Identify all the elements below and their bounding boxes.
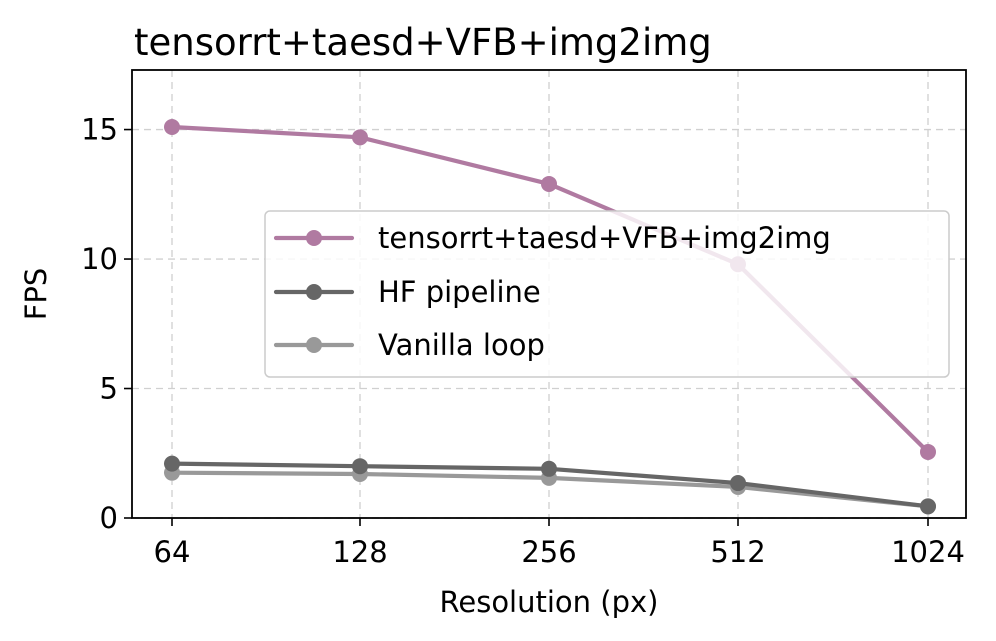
series-point: [920, 498, 936, 515]
x-tick-label: 512: [710, 535, 765, 569]
series-point: [920, 443, 936, 460]
series-point: [541, 460, 557, 477]
y-tick-label: 5: [100, 372, 118, 406]
legend-label: Vanilla loop: [378, 328, 545, 362]
x-tick-label: 256: [521, 535, 576, 569]
y-axis-label: FPS: [19, 268, 53, 321]
x-tick-label: 1024: [891, 535, 965, 569]
x-axis-label: Resolution (px): [440, 585, 659, 619]
y-tick-label: 10: [81, 242, 118, 276]
axis-ticks: 64 128 256 512 1024 0 5 10 15: [81, 113, 965, 569]
series-point: [164, 118, 180, 135]
x-tick-label: 64: [154, 535, 191, 569]
legend-label: HF pipeline: [378, 275, 541, 309]
series-point: [730, 475, 746, 492]
x-tick-label: 128: [332, 535, 387, 569]
legend-swatch-marker: [306, 230, 322, 246]
legend-swatch-marker: [306, 337, 322, 353]
series-point: [352, 458, 368, 475]
series-point: [352, 129, 368, 146]
legend-label: tensorrt+taesd+VFB+img2img: [378, 221, 831, 255]
chart-title: tensorrt+taesd+VFB+img2img: [134, 21, 712, 64]
legend-box: [264, 210, 950, 378]
series-point: [541, 175, 557, 192]
legend-swatch-marker: [306, 284, 322, 300]
series-point: [164, 455, 180, 472]
legend: tensorrt+taesd+VFB+img2img HF pipeline Van…: [264, 210, 950, 378]
y-tick-label: 0: [100, 501, 118, 535]
y-tick-label: 15: [81, 113, 118, 147]
